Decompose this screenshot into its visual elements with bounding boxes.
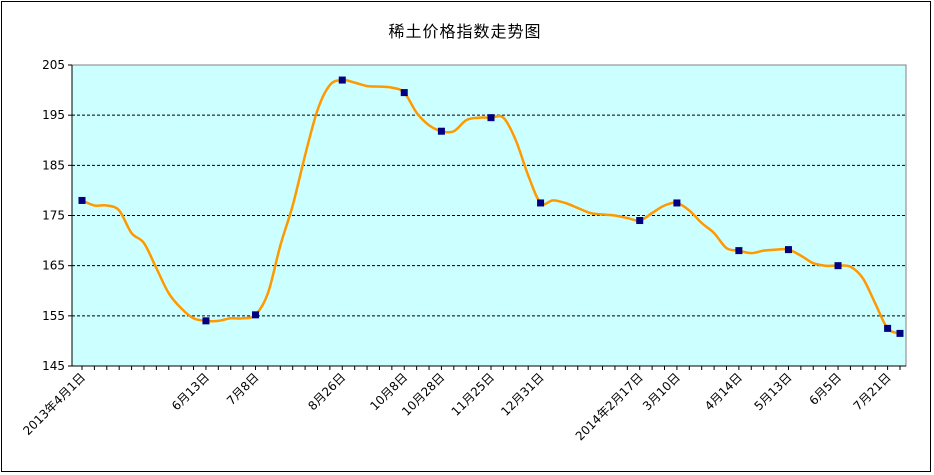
- data-point-marker: [400, 89, 408, 97]
- data-point-marker: [896, 329, 904, 337]
- y-tick-label: 185: [42, 158, 65, 172]
- data-point-marker: [487, 114, 495, 122]
- x-tick-label: 6月13日: [169, 370, 212, 413]
- data-point-marker: [673, 199, 681, 207]
- data-point-marker: [338, 76, 346, 84]
- data-point-marker: [784, 246, 792, 254]
- x-tick-label: 7月21日: [851, 370, 894, 413]
- x-tick-label: 12月31日: [498, 370, 546, 418]
- data-point-marker: [735, 247, 743, 255]
- y-tick-label: 155: [42, 309, 65, 323]
- data-point-marker: [834, 262, 842, 270]
- y-tick-label: 205: [42, 58, 65, 72]
- chart-title: 稀土价格指数走势图: [388, 22, 542, 41]
- x-tick-label: 4月14日: [702, 370, 745, 413]
- x-tick-label: 8月26日: [305, 370, 348, 413]
- y-tick-label: 195: [42, 108, 65, 122]
- x-tick-label: 11月25日: [449, 370, 497, 418]
- y-tick-label: 145: [42, 359, 65, 373]
- data-point-marker: [78, 196, 86, 204]
- x-tick-label: 3月10日: [640, 370, 683, 413]
- data-point-marker: [252, 311, 260, 319]
- data-point-marker: [437, 127, 445, 135]
- y-tick-label: 175: [42, 209, 65, 223]
- data-point-marker: [537, 199, 545, 207]
- y-axis: 145 155 165 175 185 195 205: [42, 58, 73, 373]
- x-tick-label: 2014年2月17日: [573, 370, 646, 443]
- x-tick-label: 5月13日: [752, 370, 795, 413]
- data-point-marker: [636, 217, 644, 225]
- x-tick-label: 2013年4月1日: [20, 370, 88, 438]
- x-tick-label: 7月8日: [224, 370, 262, 408]
- data-point-marker: [884, 324, 892, 332]
- x-tick-label: 6月5日: [806, 370, 844, 408]
- data-point-marker: [202, 317, 210, 325]
- y-tick-label: 165: [42, 259, 65, 273]
- series-layer: [78, 76, 904, 337]
